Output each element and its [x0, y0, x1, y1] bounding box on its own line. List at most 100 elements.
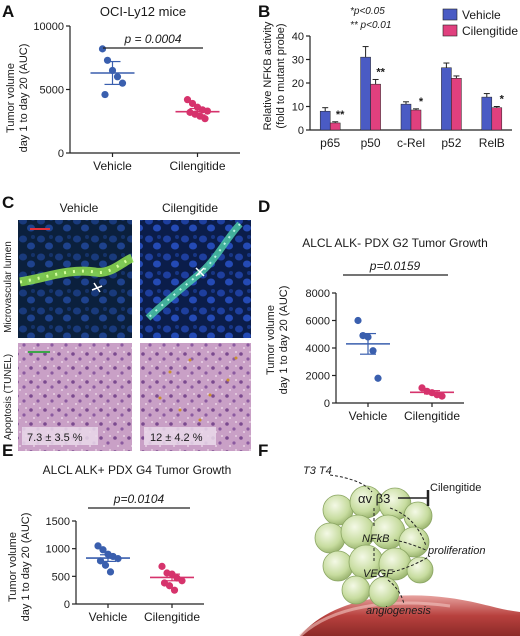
panel-c-row-lumen: Microvascular lumen — [3, 241, 14, 333]
panel-e-ylabel-1: Tumor volume — [7, 532, 19, 602]
blood-vessel — [300, 595, 520, 636]
y-tick-label: 40 — [292, 31, 304, 43]
arrow-nfkb-to-proliferation — [393, 539, 427, 551]
bar — [360, 56, 371, 131]
panel-b-legend: Vehicle Cilengitide — [442, 8, 518, 38]
label-t3t4: T3 T4 — [303, 465, 332, 477]
x-tick-label: Vehicle — [89, 610, 128, 624]
significance-mark: * — [419, 96, 424, 108]
data-point — [101, 561, 110, 569]
y-tick-label: 1500 — [46, 516, 70, 528]
x-tick-label: Cilengitide — [404, 409, 460, 423]
data-point — [178, 577, 186, 585]
label-cilengitide: Cilengitide — [430, 482, 481, 494]
y-tick-label: 5000 — [40, 85, 64, 97]
bar — [491, 107, 503, 131]
panel-b-sig-note-1: *p<0.05 — [350, 6, 385, 17]
panel-e: ALCL ALK+ PDX G4 Tumor Growth p=0.0104 T… — [7, 463, 231, 624]
bar — [329, 122, 341, 131]
panel-letter-b: B — [258, 2, 270, 21]
panel-a-ylabel-2: day 1 to day 20 (AUC) — [18, 44, 30, 153]
panel-c-col-vehicle: Vehicle — [60, 201, 99, 215]
data-point — [170, 586, 179, 594]
data-point — [103, 56, 112, 64]
panel-d: ALCL ALK- PDX G2 Tumor Growth p=0.0159 T… — [265, 236, 488, 423]
data-point — [94, 542, 102, 550]
bar — [400, 103, 412, 131]
panel-letter-f: F — [258, 441, 268, 460]
x-tick-label: p65 — [320, 136, 340, 150]
panel-d-ylabel-1: Tumor volume — [265, 305, 277, 375]
panel-b-sig-note-2: ** p<0.01 — [350, 20, 391, 31]
panel-a-title: OCI-Ly12 mice — [100, 4, 186, 19]
x-tick-label: p50 — [361, 136, 381, 150]
panel-b-plot: 0 10 20 30 40 p65 ** p50 ** c-Rel * p52 RelB * — [292, 31, 512, 150]
y-tick-label: 8000 — [306, 288, 330, 300]
y-tick-label: 6000 — [306, 316, 330, 328]
x-tick-label: Cilengitide — [169, 159, 225, 173]
bar — [451, 78, 462, 131]
panel-f-diagram: T3 T4 αv β3 Cilengitide NFkB proliferati… — [298, 465, 520, 636]
panel-d-plot: 0 2000 4000 6000 8000 Vehicle Cilengitide — [306, 288, 464, 423]
legend-swatch-cilengitide — [442, 24, 458, 37]
significance-mark: ** — [376, 66, 385, 78]
panel-letter-a: A — [2, 2, 14, 21]
image-lumen-cilengitide — [140, 220, 251, 338]
y-tick-label: 2000 — [306, 371, 330, 383]
panel-e-pvalue: p=0.0104 — [113, 492, 165, 506]
panel-a: OCI-Ly12 mice Tumor volume day 1 to day … — [5, 4, 240, 173]
x-tick-label: c-Rel — [397, 136, 425, 150]
data-point — [354, 316, 362, 325]
panel-d-pvalue: p=0.0159 — [369, 259, 421, 273]
data-point — [158, 562, 166, 570]
panel-d-ylabel-2: day 1 to day 20 (AUC) — [278, 286, 290, 395]
y-tick-label: 0 — [64, 599, 70, 611]
y-tick-label: 30 — [292, 55, 304, 67]
x-tick-label: Vehicle — [349, 409, 388, 423]
panel-e-title: ALCL ALK+ PDX G4 Tumor Growth — [43, 463, 232, 477]
legend-label-cilengitide: Cilengitide — [462, 24, 518, 38]
tunel-value-cilengitide: 12 ± 4.2 % — [150, 432, 203, 444]
data-point — [98, 45, 107, 53]
panel-e-ylabel-2: day 1 to day 20 (AUC) — [20, 513, 32, 622]
panel-letter-c: C — [2, 193, 14, 212]
panel-letter-d: D — [258, 197, 270, 216]
significance-mark: ** — [336, 109, 345, 121]
panel-c-row-tunel: Apoptosis (TUNEL) — [3, 354, 14, 440]
bar — [370, 83, 381, 131]
significance-mark: * — [500, 94, 505, 106]
bar — [481, 96, 493, 131]
data-point — [201, 115, 209, 123]
panel-a-pvalue: p = 0.0004 — [123, 32, 181, 46]
y-tick-label: 20 — [292, 78, 304, 90]
panel-a-ylabel-1: Tumor volume — [5, 63, 17, 133]
x-tick-label: Vehicle — [93, 159, 132, 173]
y-tick-label: 1000 — [46, 544, 70, 556]
x-tick-label: RelB — [479, 136, 505, 150]
image-tunel-cilengitide: 12 ± 4.2 % — [140, 343, 251, 451]
data-point — [165, 582, 174, 590]
image-tunel-vehicle: 7.3 ± 3.5 % — [18, 343, 132, 451]
panel-d-title: ALCL ALK- PDX G2 Tumor Growth — [302, 236, 488, 250]
legend-swatch-vehicle — [442, 8, 458, 21]
x-tick-label: p52 — [441, 136, 461, 150]
data-point — [438, 392, 446, 400]
arrow-t3t4-to-receptor — [329, 474, 373, 493]
data-point — [101, 90, 109, 99]
panel-b-ylabel-2: (fold to mutant probe) — [275, 23, 287, 128]
data-point — [99, 546, 107, 554]
tunel-value-vehicle: 7.3 ± 3.5 % — [27, 432, 83, 444]
data-point — [118, 79, 127, 87]
label-receptor: αv β3 — [358, 491, 390, 506]
y-tick-label: 500 — [52, 571, 70, 583]
panel-b: Relative NFKB activity (fold to mutant p… — [262, 6, 518, 150]
data-point — [113, 73, 122, 81]
panel-e-plot: 0 500 1000 1500 Vehicle Cilengitide — [46, 516, 204, 624]
panel-c: Vehicle Cilengitide Microvascular lumen … — [3, 201, 251, 451]
label-nfkb: NFkB — [362, 533, 390, 545]
y-tick-label: 10000 — [33, 21, 64, 33]
image-lumen-vehicle — [18, 220, 134, 338]
panel-c-col-cilengitide: Cilengitide — [162, 201, 218, 215]
y-tick-label: 0 — [298, 125, 304, 137]
